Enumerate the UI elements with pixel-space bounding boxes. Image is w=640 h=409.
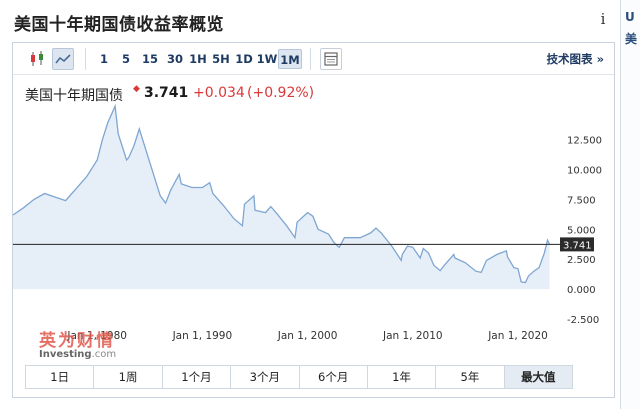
y-tick-label: 5.000 bbox=[567, 225, 596, 236]
period-5-min[interactable]: 5 bbox=[121, 52, 130, 66]
range-tab[interactable]: 1日 bbox=[26, 366, 95, 388]
chart-toolbar: 1 5 15 30 1H 5H 1D 1W 1M 技术图表 » bbox=[13, 43, 614, 75]
range-tab[interactable]: 1个月 bbox=[162, 366, 232, 388]
chart-panel: 1 5 15 30 1H 5H 1D 1W 1M 技术图表 » 美国十年期国债 … bbox=[12, 42, 615, 398]
series-area bbox=[13, 106, 550, 290]
period-1-hour[interactable]: 1H bbox=[189, 52, 207, 66]
range-selector: 1日 1周 1个月 3个月 6个月 1年 5年 最大值 bbox=[25, 365, 573, 389]
watermark-sub: Investing.com bbox=[39, 349, 116, 360]
current-value-badge bbox=[560, 237, 594, 252]
y-tick-label: 10.000 bbox=[567, 166, 602, 177]
instrument-name: 美国十年期国债 bbox=[25, 88, 123, 104]
y-tick-label: -2.500 bbox=[567, 315, 599, 326]
line-chart-icon[interactable] bbox=[52, 48, 74, 70]
range-tab[interactable]: 3个月 bbox=[231, 366, 300, 388]
period-1-min[interactable]: 1 bbox=[99, 52, 108, 66]
range-tab[interactable]: 1年 bbox=[367, 366, 437, 388]
tech-chart-link[interactable]: 技术图表 » bbox=[546, 52, 604, 66]
price-change: +0.034 bbox=[193, 85, 245, 101]
adjacent-panel-letter: U bbox=[625, 10, 635, 24]
toolbar-divider bbox=[85, 48, 86, 70]
price-change-percent: (+0.92%) bbox=[247, 85, 315, 101]
period-15-min[interactable]: 15 bbox=[141, 52, 158, 66]
x-tick-label: Jan 1, 1990 bbox=[172, 330, 233, 342]
x-tick-label: Jan 1, 2000 bbox=[277, 330, 338, 342]
x-tick-label: Jan 1, 2020 bbox=[487, 330, 548, 342]
info-icon[interactable]: i bbox=[600, 10, 606, 28]
y-tick-label: 12.500 bbox=[567, 136, 602, 147]
period-1-week[interactable]: 1W bbox=[256, 52, 278, 66]
adjacent-panel-letter: 美 bbox=[625, 32, 638, 46]
range-tab[interactable]: 5年 bbox=[436, 366, 505, 388]
period-1-month[interactable]: 1M bbox=[278, 49, 302, 69]
x-tick-label: Jan 1, 2010 bbox=[382, 330, 443, 342]
range-tab[interactable]: 最大值 bbox=[504, 366, 572, 388]
current-value-label: 3.741 bbox=[563, 240, 592, 251]
x-tick-label: Jan 1, 1980 bbox=[66, 330, 127, 342]
range-tab[interactable]: 6个月 bbox=[299, 366, 368, 388]
page-title: 美国十年期国债收益率概览 bbox=[14, 15, 224, 35]
up-arrow-icon: ◆ bbox=[133, 84, 140, 94]
period-5-hour[interactable]: 5H bbox=[212, 52, 230, 66]
adjacent-panel-strip[interactable]: U 美 bbox=[620, 0, 640, 409]
watermark: 英为财情 Investing.com bbox=[39, 326, 116, 360]
y-tick-label: 0.000 bbox=[567, 285, 596, 296]
y-tick-label: 2.500 bbox=[567, 255, 596, 266]
watermark-logo: 英为财情 bbox=[39, 331, 115, 351]
period-30-min[interactable]: 30 bbox=[166, 52, 183, 66]
candlestick-icon[interactable] bbox=[26, 48, 48, 70]
range-tab[interactable]: 1周 bbox=[94, 366, 163, 388]
y-tick-label: 7.500 bbox=[567, 195, 596, 206]
watermark-brand: Investing bbox=[39, 349, 92, 360]
series-line bbox=[12, 103, 551, 284]
last-price: 3.741 bbox=[144, 85, 189, 101]
yield-chart[interactable]: 12.500 10.000 7.500 5.000 2.500 0.000 -2.500 3.… bbox=[12, 103, 614, 345]
period-1-day[interactable]: 1D bbox=[235, 52, 253, 66]
window-icon[interactable] bbox=[320, 48, 342, 70]
watermark-domain: .com bbox=[91, 349, 117, 360]
toolbar-divider bbox=[310, 48, 311, 70]
